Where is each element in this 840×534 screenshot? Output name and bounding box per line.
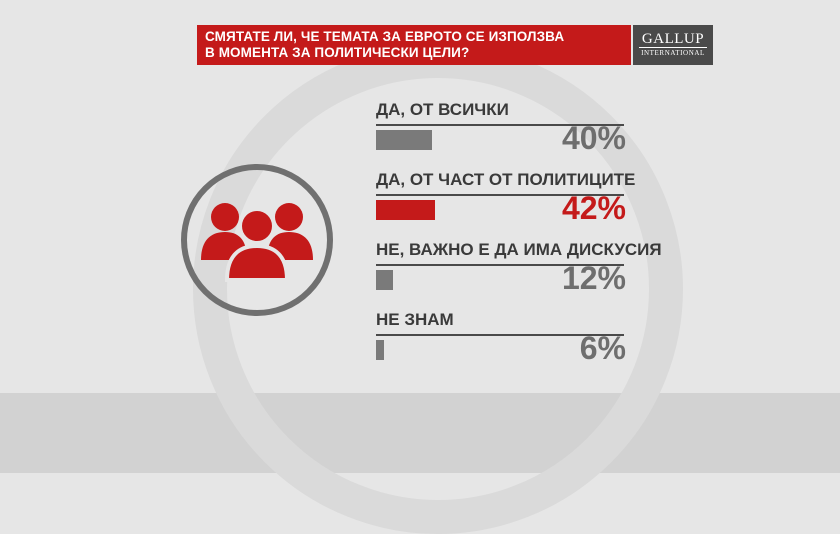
bar-baseline <box>376 124 624 126</box>
bar-value-label: 12% <box>561 260 626 296</box>
question-title-line1: СМЯТАТЕ ЛИ, ЧЕ ТЕМАТА ЗА ЕВРОТО СЕ ИЗПОЛ… <box>205 29 565 44</box>
bar-category-label: НЕ, ВАЖНО Е ДА ИМА ДИСКУСИЯ <box>376 240 662 259</box>
bar-category-label: ДА, ОТ ВСИЧКИ <box>376 100 509 119</box>
bar <box>376 270 393 290</box>
bar-value-label: 6% <box>579 330 626 366</box>
question-title-box: СМЯТАТЕ ЛИ, ЧЕ ТЕМАТА ЗА ЕВРОТО СЕ ИЗПОЛ… <box>197 25 631 65</box>
question-title-line2: В МОМЕНТА ЗА ПОЛИТИЧЕСКИ ЦЕЛИ? <box>205 45 470 60</box>
bar <box>376 340 385 360</box>
bar-baseline <box>376 264 624 266</box>
bar <box>376 130 432 150</box>
bar-row: НЕ ЗНАМ 6% <box>376 310 626 370</box>
bar-value-label: 40% <box>561 120 626 156</box>
people-group-icon <box>201 203 313 282</box>
bar-baseline <box>376 194 624 196</box>
bar-category-label: НЕ ЗНАМ <box>376 310 454 329</box>
logo-sub-text: INTERNATIONAL <box>639 47 707 58</box>
gallup-logo: GALLUP INTERNATIONAL <box>633 25 713 65</box>
bar-baseline <box>376 334 624 336</box>
bar-row: ДА, ОТ ВСИЧКИ 40% <box>376 100 626 160</box>
bar-value-label: 42% <box>561 190 626 226</box>
people-icon-circle <box>181 164 333 316</box>
bar-row: ДА, ОТ ЧАСТ ОТ ПОЛИТИЦИТЕ 42% <box>376 170 635 230</box>
bar-category-label: ДА, ОТ ЧАСТ ОТ ПОЛИТИЦИТЕ <box>376 170 636 189</box>
bar-row: НЕ, ВАЖНО Е ДА ИМА ДИСКУСИЯ 12% <box>376 240 662 300</box>
logo-main-text: GALLUP <box>641 31 705 47</box>
bar <box>376 200 435 220</box>
